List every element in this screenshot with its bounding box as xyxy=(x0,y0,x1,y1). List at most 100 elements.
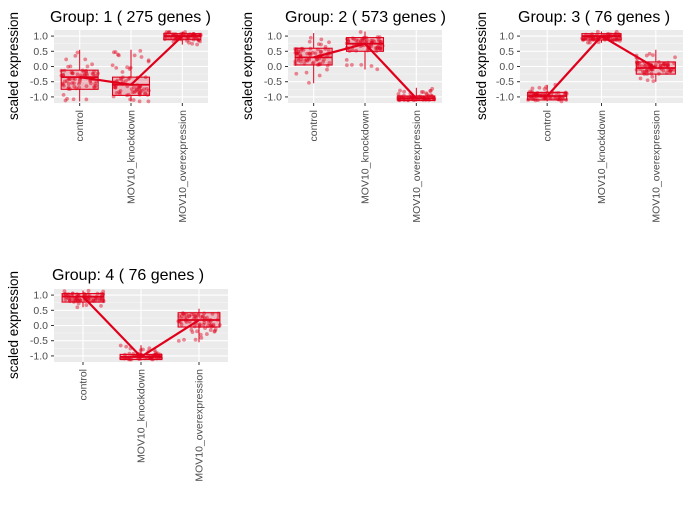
data-point xyxy=(325,67,329,72)
data-point xyxy=(119,77,124,82)
data-point xyxy=(70,81,75,85)
data-point xyxy=(319,37,324,42)
data-point xyxy=(377,43,382,48)
data-point xyxy=(425,92,429,97)
data-point xyxy=(61,83,66,88)
median-trend-line xyxy=(313,42,418,100)
data-point xyxy=(376,37,381,42)
chart-title: Group: 2 ( 573 genes ) xyxy=(285,9,446,26)
data-point xyxy=(310,50,315,55)
data-point xyxy=(354,38,359,43)
data-point xyxy=(116,53,121,58)
chart-title: Group: 1 ( 275 genes ) xyxy=(50,9,211,26)
data-point xyxy=(179,322,184,327)
data-point xyxy=(179,314,184,318)
data-point xyxy=(294,51,299,56)
y-tick-label: -1.0 xyxy=(30,91,48,103)
data-point xyxy=(123,79,128,84)
data-point xyxy=(91,296,96,301)
data-point xyxy=(639,64,644,69)
data-point xyxy=(344,57,349,62)
data-point xyxy=(369,38,374,43)
data-point xyxy=(83,57,88,62)
data-point xyxy=(117,91,122,96)
data-point xyxy=(73,296,78,301)
data-point xyxy=(662,62,667,66)
data-point xyxy=(77,85,82,90)
data-point xyxy=(66,81,71,86)
data-point xyxy=(73,53,78,58)
data-point xyxy=(644,68,649,73)
median-trend-line xyxy=(79,35,184,86)
data-point xyxy=(93,83,98,88)
data-point xyxy=(373,46,378,50)
data-point xyxy=(661,62,666,67)
y-tick-label: -0.5 xyxy=(264,76,282,88)
data-point xyxy=(61,72,66,77)
data-point xyxy=(319,42,323,47)
data-point xyxy=(314,57,319,62)
x-tick-label: MOV10_knockdown xyxy=(596,110,608,204)
data-point xyxy=(82,73,87,78)
data-point xyxy=(73,77,77,82)
data-point xyxy=(74,296,79,301)
x-tick-label: MOV10_overexpression xyxy=(650,110,662,223)
data-point xyxy=(88,79,92,84)
data-point xyxy=(303,58,307,63)
data-point xyxy=(588,36,593,41)
data-point xyxy=(313,51,318,56)
data-point xyxy=(378,47,383,51)
median-trend-line xyxy=(546,34,657,97)
data-point xyxy=(184,36,189,40)
data-point xyxy=(187,40,191,45)
data-point xyxy=(321,60,325,64)
data-point xyxy=(146,58,151,63)
data-point xyxy=(75,50,80,55)
data-point xyxy=(327,40,331,45)
data-point xyxy=(530,86,535,91)
data-point xyxy=(428,88,433,93)
data-point xyxy=(552,96,557,101)
y-tick-label: 0.0 xyxy=(499,61,514,73)
data-point xyxy=(120,70,125,74)
data-point xyxy=(141,347,145,352)
data-point xyxy=(64,57,69,62)
data-point xyxy=(92,69,96,74)
data-point xyxy=(116,52,120,57)
data-point xyxy=(673,55,677,60)
data-point xyxy=(653,62,658,67)
data-point xyxy=(299,59,303,64)
y-tick-label: 1.0 xyxy=(33,31,48,43)
data-point xyxy=(379,46,384,51)
data-point xyxy=(298,53,303,57)
y-tick-label: 0.0 xyxy=(33,320,48,332)
data-point xyxy=(651,53,655,58)
y-tick-label: -0.5 xyxy=(496,76,514,88)
data-point xyxy=(143,90,148,95)
data-point xyxy=(63,297,68,302)
data-point xyxy=(350,63,354,67)
y-tick-label: 0.5 xyxy=(267,46,282,58)
data-point xyxy=(350,47,355,52)
data-point xyxy=(183,30,187,34)
data-point xyxy=(132,53,137,58)
data-point xyxy=(93,81,98,86)
data-point xyxy=(360,38,364,43)
data-point xyxy=(198,315,203,320)
data-point xyxy=(77,297,82,302)
data-point xyxy=(84,97,89,102)
data-point xyxy=(419,90,424,94)
data-point xyxy=(208,323,213,328)
data-point xyxy=(117,90,121,95)
data-point xyxy=(182,337,186,342)
data-point xyxy=(110,63,115,68)
data-point xyxy=(138,90,142,95)
data-point xyxy=(153,350,158,355)
data-point xyxy=(130,90,135,95)
data-point xyxy=(294,71,299,76)
data-point xyxy=(319,50,323,54)
y-tick-label: -0.5 xyxy=(30,335,48,347)
data-point xyxy=(136,85,141,90)
data-point xyxy=(77,81,81,86)
